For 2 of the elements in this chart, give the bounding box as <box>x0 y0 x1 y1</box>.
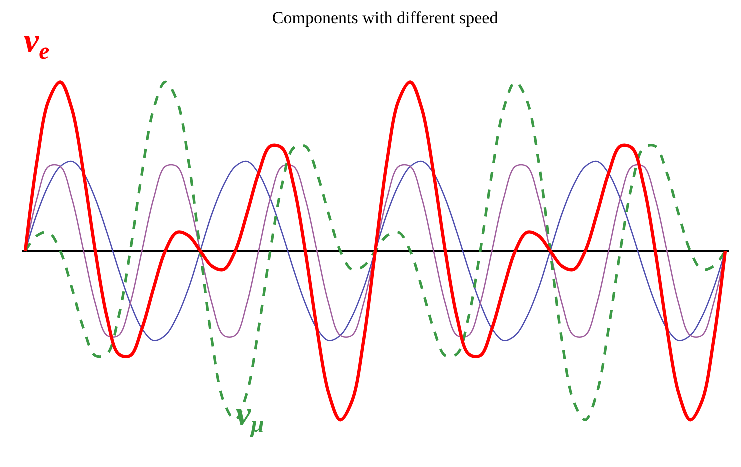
series-label: ν$_{e}$ <box>24 23 50 66</box>
chart-title: Components with different speed <box>272 8 499 28</box>
